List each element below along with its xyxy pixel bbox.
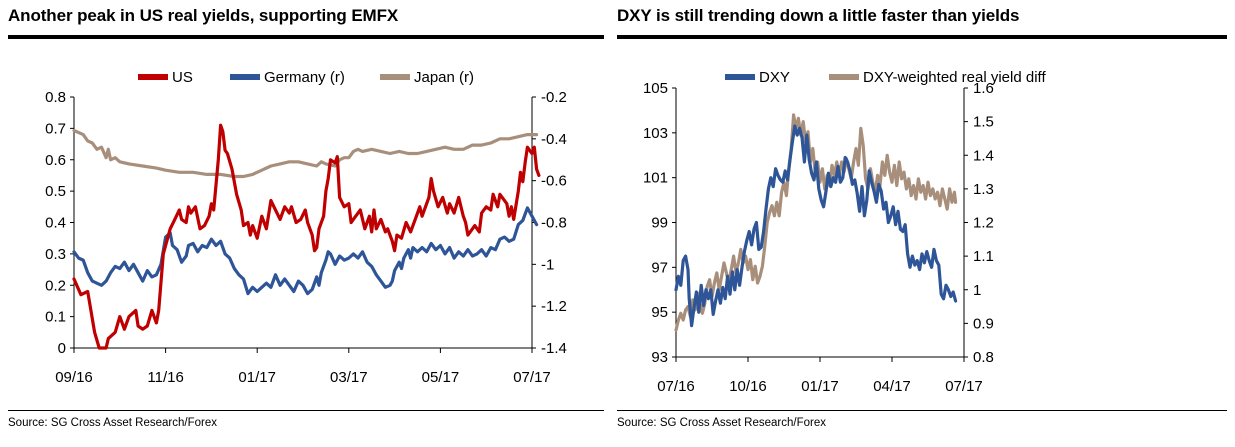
y-tick-label-left: 99 xyxy=(651,215,668,232)
y-tick-label-left: 0.4 xyxy=(45,215,66,232)
source-rule xyxy=(8,410,604,411)
y-tick-label-right: 1.4 xyxy=(973,147,994,164)
y-tick-label-left: 105 xyxy=(643,80,668,97)
x-tick-label: 04/17 xyxy=(873,378,911,395)
legend-label: Japan (r) xyxy=(414,69,474,86)
source-rule xyxy=(617,410,1227,411)
legend-label: US xyxy=(172,69,193,86)
chart-left-svg: 0.8 0.7 0.6 0.5 0.4 0.3 0.2 0.1 0 -0.2 -0.4 -0.6 -0.… xyxy=(45,69,567,386)
y-tick-label-right: 0.9 xyxy=(973,315,994,332)
title-rule xyxy=(8,35,604,39)
x-tick-label: 10/16 xyxy=(729,378,767,395)
x-tick-label: 07/16 xyxy=(657,378,695,395)
x-tick-label: 09/16 xyxy=(55,369,93,386)
x-tick-label: 05/17 xyxy=(422,369,460,386)
y-tick-label-right: 1.2 xyxy=(973,215,994,232)
y-tick-label-left: 0 xyxy=(58,340,66,357)
y-tick-label-right: -0.4 xyxy=(541,131,567,148)
y-tick-label-left: 0.2 xyxy=(45,277,66,294)
y-tick-label-left: 95 xyxy=(651,304,668,321)
chart-source: Source: SG Cross Asset Research/Forex xyxy=(617,417,826,429)
y-tick-label-right: 1.6 xyxy=(973,80,994,97)
y-tick-label-right: -1 xyxy=(541,256,554,273)
y-tick-label-left: 0.7 xyxy=(45,120,66,137)
y-tick-label-right: -0.2 xyxy=(541,89,567,106)
series-line-dxy xyxy=(674,124,958,328)
chart-title: DXY is still trending down a little fast… xyxy=(617,6,1020,25)
y-tick-label-left: 97 xyxy=(651,259,668,276)
x-tick-label: 07/17 xyxy=(513,369,551,386)
chart-title: Another peak in US real yields, supporti… xyxy=(8,6,399,25)
chart-panel-left: Another peak in US real yields, supporti… xyxy=(0,0,604,447)
y-tick-label-left: 103 xyxy=(643,125,668,142)
chart-panel-right: DXY is still trending down a little fast… xyxy=(614,0,1235,447)
y-tick-label-left: 0.8 xyxy=(45,89,66,106)
x-tick-label: 07/17 xyxy=(945,378,983,395)
legend-label: DXY-weighted real yield diff xyxy=(863,69,1046,86)
legend-label: DXY xyxy=(759,69,790,86)
series-line-germany-r xyxy=(72,206,539,296)
y-tick-label-left: 0.1 xyxy=(45,309,66,326)
series-line-japan-r xyxy=(72,128,539,179)
chart-source: Source: SG Cross Asset Research/Forex xyxy=(8,417,217,429)
y-tick-label-right: -1.4 xyxy=(541,340,567,357)
y-tick-label-left: 0.5 xyxy=(45,183,66,200)
legend-label: Germany (r) xyxy=(264,69,345,86)
x-tick-label: 01/17 xyxy=(801,378,839,395)
y-tick-label-right: -0.8 xyxy=(541,215,567,232)
series-line-us xyxy=(72,123,541,350)
y-tick-label-left: 0.3 xyxy=(45,246,66,263)
x-tick-label: 11/16 xyxy=(147,369,183,386)
y-tick-label-right: 1.1 xyxy=(973,248,994,265)
y-tick-label-right: 1 xyxy=(973,282,981,299)
x-tick-label: 03/17 xyxy=(330,369,368,386)
chart-right-svg: 105 103 101 99 97 95 93 1.6 1.5 1.4 1.3 1.2 1.1 1 0.9 0… xyxy=(643,69,1046,395)
title-rule xyxy=(617,35,1227,39)
x-tick-label: 01/17 xyxy=(238,369,276,386)
y-tick-label-right: 0.8 xyxy=(973,349,994,366)
y-tick-label-right: 1.3 xyxy=(973,181,994,198)
y-tick-label-left: 0.6 xyxy=(45,152,66,169)
y-tick-label-right: 1.5 xyxy=(973,114,994,131)
y-tick-label-right: -1.2 xyxy=(541,298,567,315)
y-tick-label-left: 101 xyxy=(643,170,668,187)
y-tick-label-right: -0.6 xyxy=(541,173,567,190)
y-tick-label-left: 93 xyxy=(651,349,668,366)
